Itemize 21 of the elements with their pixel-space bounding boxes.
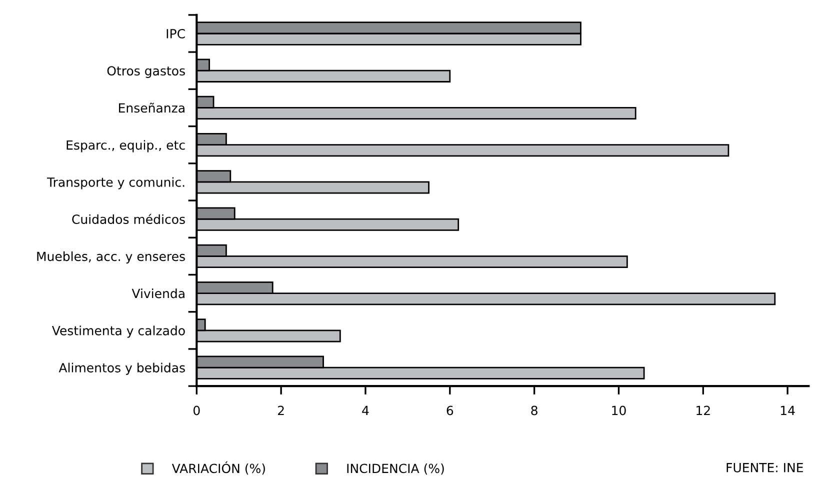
x-tick-label: 6 — [446, 406, 454, 416]
source-note: FUENTE: INE — [726, 463, 803, 472]
x-tick-label: 2 — [278, 406, 284, 416]
y-tick-label: Vestimenta y calzado — [52, 326, 185, 338]
y-tick-label: Cuidados médicos — [72, 214, 185, 224]
y-tick-label: Otros gastos — [107, 66, 185, 78]
legend-label: VARIACIÓN (%) — [172, 461, 265, 475]
y-tick-label: Enseñanza — [119, 102, 184, 113]
x-tick-label: 8 — [531, 406, 538, 416]
y-tick-label: Vivienda — [132, 288, 184, 298]
x-tick-label: 10 — [612, 406, 626, 416]
x-tick-label: 12 — [696, 406, 710, 416]
y-tick-label: Alimentos y bebidas — [58, 362, 185, 375]
x-tick-label: 4 — [362, 406, 369, 416]
y-tick-label: Muebles, acc. y enseres — [37, 251, 185, 264]
x-tick-label: 14 — [780, 406, 795, 416]
x-tick-label: 0 — [194, 406, 200, 416]
y-tick-label: Esparc., equip., etc — [66, 140, 185, 152]
y-tick-label: Transporte y comunic. — [46, 177, 184, 190]
y-tick-label: IPC — [166, 28, 185, 38]
legend-label: INCIDENCIA (%) — [347, 463, 444, 475]
